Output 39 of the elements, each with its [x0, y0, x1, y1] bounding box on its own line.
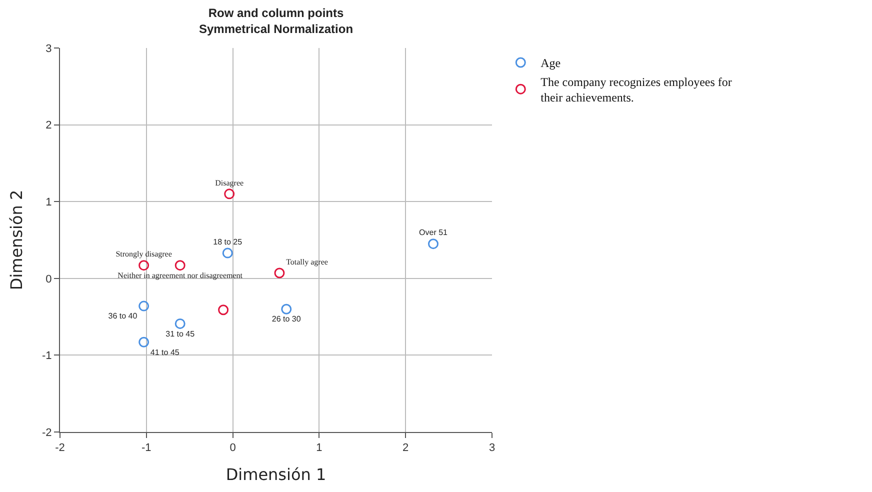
data-label: Disagree — [215, 178, 244, 188]
y-tick-label: -1 — [42, 350, 52, 362]
y-axis-title: Dimensión 2 — [6, 190, 26, 290]
y-tick-label: 2 — [46, 120, 52, 132]
y-tick-label: 1 — [46, 196, 52, 208]
chart-title: Row and column points — [208, 6, 344, 20]
y-tick-label: 3 — [46, 42, 52, 55]
x-axis-title: Dimensión 1 — [226, 464, 326, 484]
point — [138, 336, 150, 348]
data-label: Totally agree — [286, 257, 328, 266]
point — [274, 268, 285, 278]
chart-subtitle: Symmetrical Normalization — [198, 22, 354, 36]
data-label: Strongly disagree — [116, 250, 172, 259]
legend-label: The company recognizes employees for their achievements. — [540, 74, 732, 105]
point — [222, 248, 233, 258]
x-tick-label: -2 — [55, 442, 65, 454]
legend-label: Age — [540, 56, 561, 70]
point — [428, 238, 438, 250]
y-tick-label: 0 — [46, 273, 52, 286]
data-label: 36 to 40 — [108, 312, 138, 321]
point — [281, 304, 292, 314]
point — [174, 318, 186, 329]
x-tick-label: 3 — [488, 442, 496, 454]
data-label: 31 to 45 — [166, 329, 196, 338]
y-tick-label: -2 — [42, 426, 52, 439]
data-label: Neither in agreement nor disagreement — [118, 270, 244, 280]
x-tick-label: 2 — [402, 442, 409, 454]
data-label: 18 to 25 — [213, 237, 243, 246]
x-tick-label: 0 — [230, 442, 236, 454]
point — [218, 304, 229, 316]
point — [174, 260, 186, 271]
data-label: 41 to 45 — [150, 348, 180, 357]
point — [138, 300, 150, 312]
point — [224, 188, 235, 200]
data-label: 26 to 30 — [272, 314, 302, 324]
x-tick-label: 1 — [316, 442, 322, 454]
point — [138, 260, 150, 271]
data-label: Over 51 — [419, 228, 448, 238]
x-tick-label: -1 — [142, 442, 152, 454]
